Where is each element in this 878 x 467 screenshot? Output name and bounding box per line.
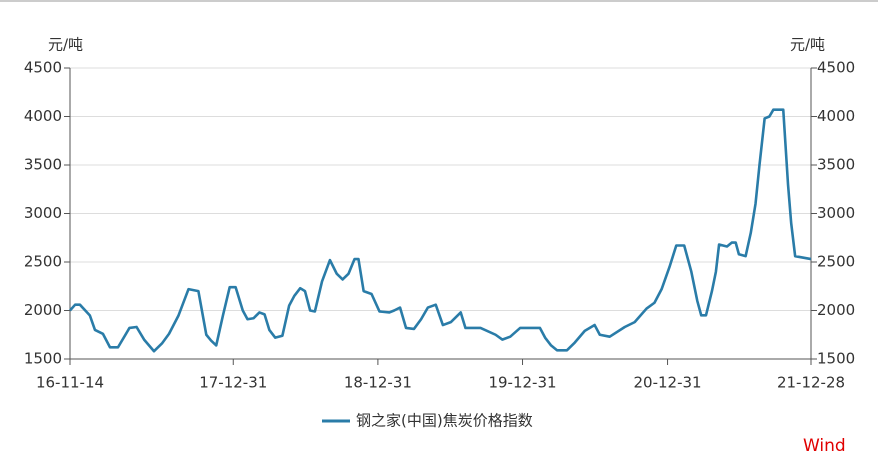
y-tick-label: 2000	[24, 301, 62, 319]
x-tick-label: 17-12-31	[199, 374, 267, 392]
y2-axis-label: 元/吨	[790, 36, 825, 54]
y2-tick-label: 3000	[817, 204, 855, 222]
y2-tick-label: 2000	[817, 301, 855, 319]
x-tick-label: 18-12-31	[344, 374, 412, 392]
y2-tick-label: 4000	[817, 107, 855, 125]
y2-tick-label: 4500	[817, 59, 855, 77]
y-axis-label: 元/吨	[48, 36, 83, 54]
x-tick-label: 20-12-31	[634, 374, 702, 392]
y2-tick-label: 3500	[817, 156, 855, 174]
legend-label: 钢之家(中国)焦炭价格指数	[356, 412, 533, 430]
source: Wind	[803, 436, 846, 456]
y-tick-label: 2500	[24, 253, 62, 271]
y-tick-label: 3000	[24, 204, 62, 222]
y2-tick-label: 2500	[817, 253, 855, 271]
x-tick-label: 21-12-28	[777, 374, 845, 392]
y-tick-label: 3500	[24, 156, 62, 174]
y-tick-label: 1500	[24, 350, 62, 368]
y2-tick-label: 1500	[817, 350, 855, 368]
price-line	[69, 108, 812, 353]
x-tick-label: 16-11-14	[36, 374, 104, 392]
y-tick-label: 4500	[24, 59, 62, 77]
x-tick-label: 19-12-31	[488, 374, 556, 392]
y-tick-label: 4000	[24, 107, 62, 125]
